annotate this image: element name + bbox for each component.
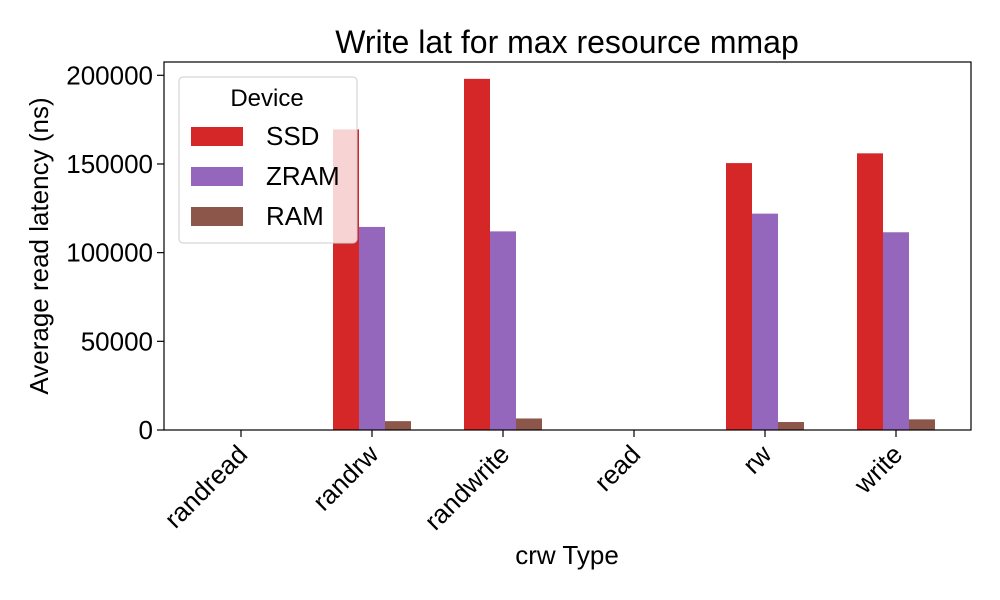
- bar-zram-randwrite: [490, 231, 516, 430]
- legend-label-zram: ZRAM: [266, 161, 340, 191]
- legend-box: [178, 76, 358, 244]
- x-tick-label: rw: [737, 439, 778, 480]
- legend-swatch-ram: [191, 207, 243, 226]
- bar-ssd-rw: [726, 163, 752, 430]
- y-tick-label: 100000: [66, 238, 153, 268]
- y-tick-label: 50000: [81, 326, 153, 356]
- bar-ssd-write: [857, 153, 883, 430]
- legend-label-ram: RAM: [266, 201, 324, 231]
- y-tick-label: 0: [139, 415, 153, 445]
- legend: Device SSD ZRAM RAM: [178, 76, 358, 244]
- x-tick-label: randread: [158, 439, 253, 534]
- legend-swatch-ssd: [191, 127, 243, 146]
- chart-title: Write lat for max resource mmap: [335, 24, 799, 60]
- bar-ram-randrw: [385, 421, 411, 430]
- bar-ram-write: [909, 419, 935, 430]
- bar-ram-rw: [778, 422, 804, 430]
- y-tick-label: 200000: [66, 60, 153, 90]
- legend-label-ssd: SSD: [266, 121, 319, 151]
- x-tick-label: randrw: [307, 439, 385, 517]
- bar-ram-randwrite: [516, 418, 542, 430]
- x-axis-label: crw Type: [515, 540, 619, 570]
- x-tick-label: write: [847, 439, 908, 500]
- plot-frame: [163, 61, 972, 431]
- x-tick-label: read: [588, 439, 646, 497]
- legend-swatch-zram: [191, 167, 243, 186]
- bar-ssd-randwrite: [464, 78, 490, 430]
- bars-layer: [333, 78, 935, 431]
- y-axis: 0 50000 100000 150000 200000: [66, 60, 164, 445]
- x-tick-label: randwrite: [418, 439, 515, 536]
- y-tick-label: 150000: [66, 149, 153, 179]
- bar-zram-rw: [752, 213, 778, 430]
- legend-title: Device: [230, 85, 303, 112]
- y-axis-label: Average read latency (ns): [24, 97, 54, 394]
- bar-zram-randrw: [359, 226, 385, 430]
- bar-zram-write: [883, 232, 909, 430]
- x-axis: randread randrw randwrite read rw write: [158, 430, 908, 536]
